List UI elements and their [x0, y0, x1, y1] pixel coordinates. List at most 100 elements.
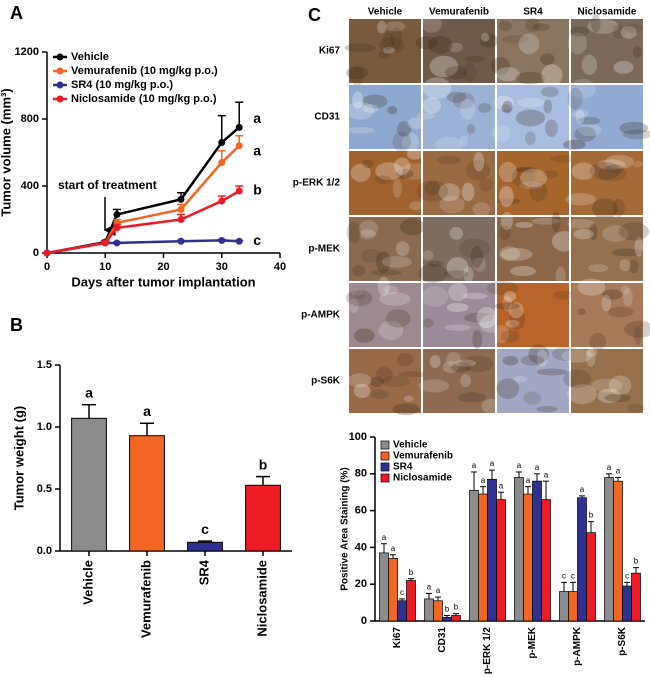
row-label: p-AMPK: [301, 310, 341, 321]
ihc-texture: [587, 18, 619, 34]
ihc-texture: [416, 180, 449, 202]
ihc-texture: [545, 119, 558, 138]
ihc-texture: [415, 36, 438, 50]
ihc-texture: [622, 129, 650, 140]
panel-label: B: [10, 315, 23, 335]
ihc-image: [497, 151, 569, 215]
bar: [406, 580, 416, 622]
ihc-texture: [346, 221, 362, 244]
ihc-texture: [442, 360, 459, 374]
legend-swatch: [380, 440, 390, 450]
ihc-texture: [448, 282, 468, 302]
legend-marker: [56, 81, 64, 89]
x-tick-label: 40: [274, 261, 286, 273]
point: [218, 197, 226, 205]
ihc-texture: [510, 265, 537, 277]
ihc-texture: [515, 71, 545, 85]
ihc-texture: [536, 349, 548, 367]
ihc-texture: [461, 355, 494, 372]
ihc-texture: [473, 152, 485, 172]
ihc-texture: [499, 246, 521, 262]
ihc-texture: [632, 161, 644, 168]
y-tick-label: 400: [21, 180, 39, 192]
ihc-texture: [444, 324, 472, 331]
ihc-texture: [529, 180, 548, 202]
ihc-texture: [605, 164, 625, 174]
ihc-texture: [612, 198, 625, 217]
point: [177, 205, 185, 213]
ihc-texture: [613, 60, 634, 74]
ihc-texture: [503, 291, 517, 302]
ihc-image: [571, 151, 643, 215]
group-letter: b: [634, 557, 639, 566]
ihc-image: [571, 217, 643, 281]
ihc-texture: [462, 62, 477, 83]
ihc-texture: [542, 170, 558, 179]
ihc-texture: [374, 175, 392, 184]
ihc-texture: [567, 218, 595, 229]
ihc-texture: [370, 389, 389, 399]
ihc-texture: [634, 236, 643, 257]
ihc-texture: [350, 288, 364, 296]
x-tick-label: 30: [216, 261, 228, 273]
ihc-texture: [435, 136, 463, 153]
ihc-texture: [518, 181, 544, 189]
ihc-texture: [618, 222, 650, 241]
ihc-texture: [392, 403, 420, 416]
point: [235, 237, 243, 245]
ihc-texture: [392, 131, 412, 152]
group-letter: b: [259, 456, 268, 472]
point: [177, 237, 185, 245]
ihc-texture: [551, 231, 578, 252]
x-tick-label: Vehicle: [80, 560, 95, 605]
column-label: Niclosamide: [578, 7, 637, 18]
ihc-texture: [607, 306, 634, 318]
ihc-texture: [494, 302, 520, 310]
ihc-texture: [376, 251, 391, 273]
ihc-texture: [520, 168, 548, 188]
group-letter: a: [544, 470, 549, 479]
ihc-texture: [513, 376, 528, 383]
group-letter: c: [201, 521, 209, 537]
ihc-texture: [578, 123, 602, 137]
ihc-texture: [370, 269, 402, 276]
ihc-texture: [399, 218, 425, 236]
ihc-texture: [575, 109, 585, 125]
ihc-texture: [577, 116, 601, 125]
ihc-texture: [536, 368, 568, 376]
point: [235, 123, 243, 131]
ihc-texture: [620, 26, 637, 39]
group-letter: a: [253, 143, 261, 159]
bar: [379, 552, 389, 622]
ihc-texture: [362, 104, 379, 113]
ihc-texture: [353, 290, 365, 300]
legend-marker: [56, 53, 64, 61]
legend-swatch: [380, 473, 390, 483]
point: [43, 249, 51, 257]
x-axis-title: Days after tumor implantation: [71, 274, 255, 289]
ihc-texture: [438, 183, 461, 202]
ihc-texture: [502, 100, 513, 114]
ihc-texture: [451, 362, 471, 373]
ihc-texture: [381, 256, 412, 268]
ihc-texture: [422, 250, 434, 261]
ihc-texture: [498, 225, 511, 240]
ihc-texture: [396, 121, 412, 137]
ihc-texture: [496, 198, 521, 205]
ihc-texture: [394, 157, 411, 175]
legend-label: SR4 (10 mg/kg p.o.): [71, 79, 173, 91]
bar: [604, 477, 614, 622]
ihc-image: [497, 217, 569, 281]
ihc-texture: [360, 249, 382, 263]
group-letter: b: [409, 568, 414, 577]
ihc-texture: [517, 97, 545, 108]
ihc-texture: [436, 155, 461, 165]
y-axis-title: Positive Area Staining (%): [340, 467, 351, 591]
group-letter: a: [580, 485, 585, 494]
ihc-texture: [461, 182, 475, 202]
ihc-image: [571, 349, 643, 413]
legend-swatch: [380, 462, 390, 472]
bar: [487, 478, 497, 622]
annotation: start of treatment: [58, 178, 157, 192]
legend-marker: [56, 67, 64, 75]
